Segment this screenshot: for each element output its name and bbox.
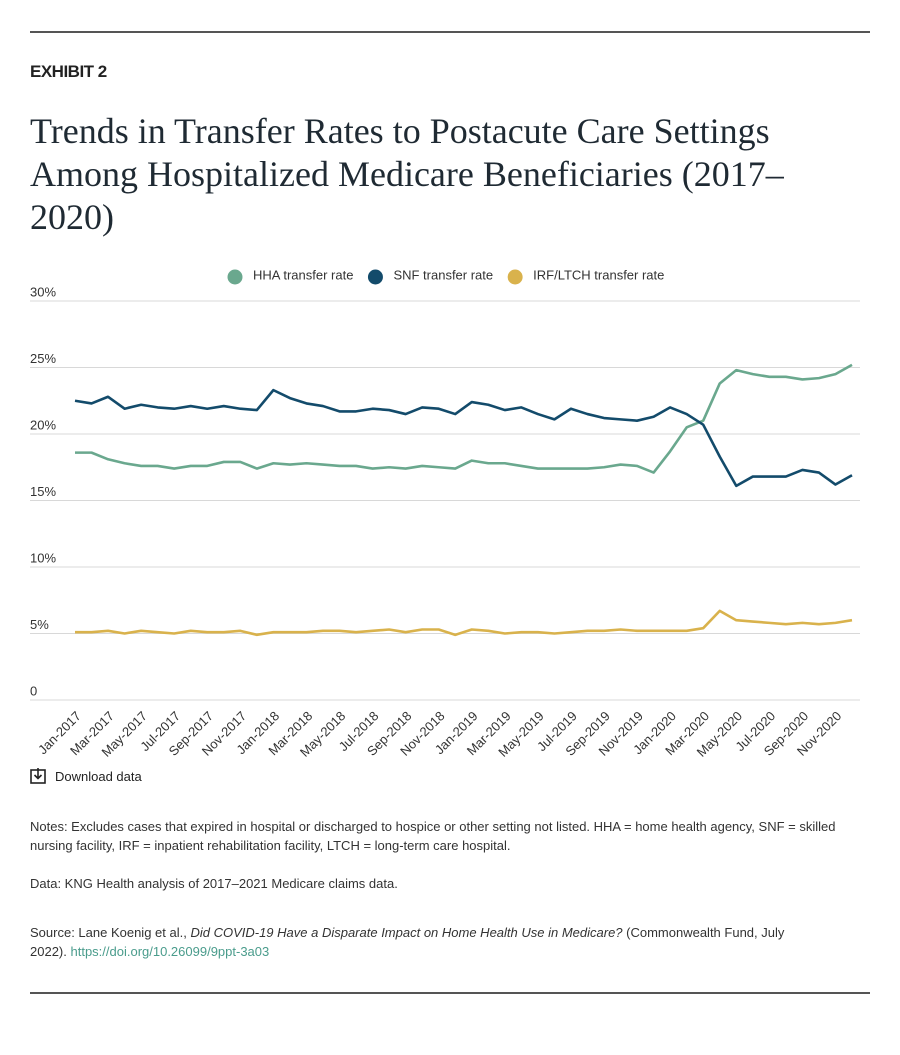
exhibit-label: EXHIBIT 2 [30,62,107,81]
source-prefix: Source: Lane Koenig et al., [30,925,191,940]
y-tick-label: 0 [30,683,37,698]
legend-swatch [507,269,523,285]
y-tick-label: 10% [30,550,56,565]
chart-title: Trends in Transfer Rates to Postacute Ca… [30,111,784,237]
download-button[interactable]: Download data [30,768,142,784]
y-tick-label: 5% [30,617,49,632]
legend-label: IRF/LTCH transfer rate [533,267,664,282]
source-link[interactable]: https://doi.org/10.26099/9ppt-3a03 [70,944,270,959]
data-note: Data: KNG Health analysis of 2017–2021 M… [30,876,398,891]
chart: 05%10%15%20%25%30%Jan-2017Mar-2017May-20… [30,267,860,760]
download-icon [30,768,46,784]
notes: Notes: Excludes cases that expired in ho… [30,819,836,853]
legend-swatch [367,269,383,285]
y-tick-label: 20% [30,417,56,432]
y-tick-label: 30% [30,284,56,299]
source: Source: Lane Koenig et al., Did COVID-19… [30,923,800,961]
series-line [75,609,853,637]
source-title: Did COVID-19 Have a Disparate Impact on … [190,925,623,940]
series-line [75,363,853,474]
legend-label: HHA transfer rate [253,267,353,282]
source-suffix: (Commonwealth Fund, July 2022). [30,925,785,959]
bottom-rule [30,992,870,994]
y-tick-label: 15% [30,484,56,499]
download-label[interactable]: Download data [55,768,142,784]
y-tick-label: 25% [30,351,56,366]
series-line [74,388,853,488]
top-rule [30,31,870,33]
legend-label: SNF transfer rate [393,267,493,282]
legend-swatch [227,269,243,285]
